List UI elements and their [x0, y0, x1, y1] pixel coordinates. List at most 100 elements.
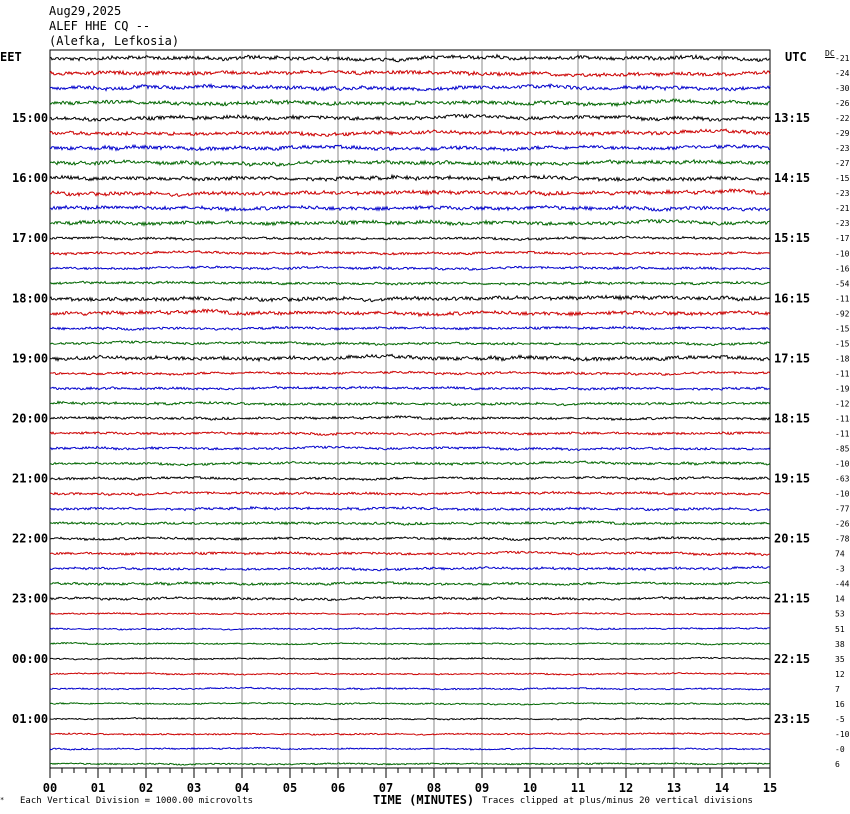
station-code: ALEF HHE CQ --	[49, 19, 151, 33]
trace-line	[49, 565, 771, 572]
trace-line	[49, 746, 771, 751]
dc-offset-label: 51	[835, 625, 845, 634]
trace-line	[49, 626, 771, 631]
dc-offset-label: -152	[835, 174, 850, 183]
dc-offset-label: -159	[835, 339, 850, 348]
trace-line	[49, 641, 771, 646]
utc-hour-label: 21:15	[774, 592, 810, 606]
trace-line	[49, 280, 771, 286]
dc-offset-label: -260	[835, 99, 850, 108]
trace-line	[49, 595, 771, 602]
x-tick-label: 06	[331, 781, 345, 795]
trace-line	[49, 702, 771, 706]
dc-offset-label: -10	[835, 490, 850, 499]
trace-line	[49, 656, 771, 661]
dc-offset-header: DC	[825, 49, 835, 58]
dc-offset-label: -302	[835, 84, 850, 93]
trace-line	[49, 173, 771, 183]
utc-hour-label: 13:15	[774, 111, 810, 125]
x-tick-label: 14	[715, 781, 729, 795]
utc-hour-label: 20:15	[774, 532, 810, 546]
clip-note: Traces clipped at plus/minus 20 vertical…	[482, 796, 753, 806]
dc-offset-label: -10	[835, 730, 850, 739]
dc-offset-label: 16	[835, 700, 845, 709]
trace-line	[49, 490, 771, 497]
dc-offset-label: -78	[835, 535, 850, 544]
trace-line	[49, 505, 771, 512]
trace-line	[49, 83, 771, 92]
dc-offset-label: -243	[835, 69, 850, 78]
dc-offset-label: 35	[835, 655, 845, 664]
x-tick-label: 10	[523, 781, 537, 795]
trace-line	[49, 308, 771, 318]
eet-hour-label: 00:00	[12, 652, 48, 666]
eet-hour-label: 16:00	[12, 171, 48, 185]
eet-hour-label: 01:00	[12, 712, 48, 726]
dc-offset-label: -5	[835, 715, 845, 724]
dc-offset-label: -44	[835, 580, 850, 589]
x-tick-label: 07	[379, 781, 393, 795]
trace-line	[49, 611, 771, 616]
trace-line	[49, 294, 771, 303]
scale-note: Each Vertical Division = 1000.00 microvo…	[20, 796, 253, 806]
trace-line	[49, 143, 771, 153]
x-tick-label: 02	[139, 781, 153, 795]
trace-line	[49, 325, 771, 331]
dc-offset-label: 6	[835, 760, 840, 769]
dc-offset-label: -109	[835, 460, 850, 469]
station-location: (Alefka, Lefkosia)	[49, 34, 180, 48]
trace-line	[49, 113, 771, 123]
trace-line	[49, 385, 771, 392]
trace-line	[49, 475, 771, 482]
trace-line	[49, 353, 771, 363]
x-tick-label: 11	[571, 781, 585, 795]
trace-line	[49, 204, 771, 213]
trace-line	[49, 520, 771, 526]
trace-line	[49, 400, 771, 407]
x-tick-label: 00	[43, 781, 57, 795]
dc-offset-label: -186	[835, 354, 850, 363]
trace-line	[49, 430, 771, 437]
dc-offset-label: -172	[835, 234, 850, 243]
logo-mark: *	[0, 796, 5, 804]
trace-line	[49, 536, 771, 542]
x-tick-label: 08	[427, 781, 441, 795]
dc-offset-label: -210	[835, 54, 850, 63]
eet-hour-label: 21:00	[12, 472, 48, 486]
dc-offset-label: -123	[835, 399, 850, 408]
trace-line	[49, 460, 771, 467]
dc-offset-label: 53	[835, 610, 845, 619]
dc-offset-label: 7	[835, 685, 840, 694]
dc-offset-label: -92	[835, 309, 850, 318]
trace-line	[49, 235, 771, 241]
left-timezone-label: EET	[0, 50, 22, 64]
dc-offset-label: -85	[835, 445, 850, 454]
x-axis-title: TIME (MINUTES)	[373, 793, 475, 807]
trace-line	[49, 550, 771, 557]
dc-offset-label: -26	[835, 520, 850, 529]
utc-hour-label: 17:15	[774, 351, 810, 365]
dc-offset-label: -169	[835, 264, 850, 273]
trace-line	[49, 672, 771, 676]
dc-offset-label: -290	[835, 129, 850, 138]
dc-offset-label: -235	[835, 219, 850, 228]
x-tick-label: 05	[283, 781, 297, 795]
eet-hour-label: 20:00	[12, 411, 48, 425]
trace-line	[49, 340, 771, 347]
x-tick-label: 04	[235, 781, 249, 795]
dc-offset-label: -3	[835, 565, 845, 574]
dc-offset-label: -212	[835, 204, 850, 213]
trace-line	[49, 158, 771, 168]
plot-frame	[49, 49, 771, 769]
trace-line	[49, 218, 771, 227]
trace-line	[49, 98, 771, 108]
x-tick-label: 09	[475, 781, 489, 795]
eet-hour-label: 23:00	[12, 592, 48, 606]
eet-hour-label: 15:00	[12, 111, 48, 125]
dc-offset-label: -238	[835, 144, 850, 153]
trace-line	[49, 716, 771, 721]
dc-offset-label: -109	[835, 249, 850, 258]
utc-hour-label: 22:15	[774, 652, 810, 666]
trace-line	[49, 128, 771, 138]
